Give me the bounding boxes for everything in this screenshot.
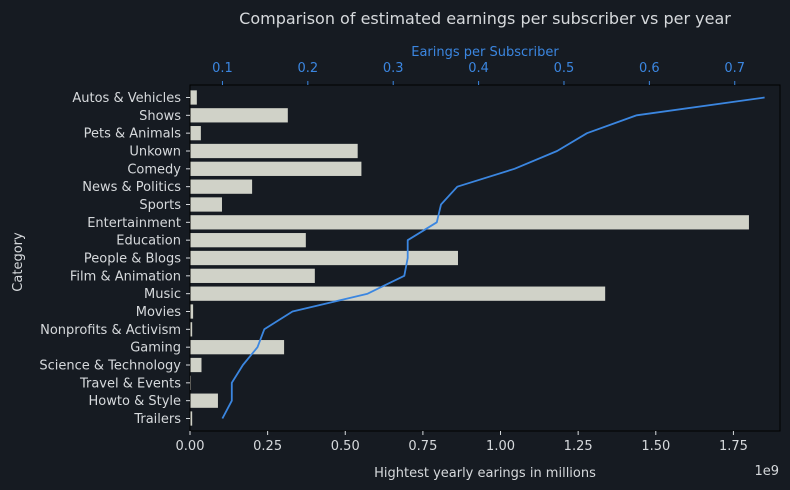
y-tick-label-13: Nonprofits & Activism <box>40 323 181 338</box>
bar-7 <box>190 215 749 230</box>
x-top-tick-label-2: 0.3 <box>383 61 404 76</box>
x-top-tick-label-0: 0.1 <box>212 61 233 76</box>
x-bottom-tick-label-3: 0.75 <box>408 439 437 454</box>
y-tick-label-2: Pets & Animals <box>84 127 182 142</box>
bar-3 <box>190 143 358 159</box>
chart-title: Comparison of estimated earnings per sub… <box>239 9 731 28</box>
x-bottom-tick-label-4: 1.00 <box>486 439 515 454</box>
x-top-tick-label-3: 0.4 <box>468 61 489 76</box>
bar-17 <box>190 393 218 408</box>
bar-0 <box>190 90 197 105</box>
bar-10 <box>190 268 315 283</box>
y-tick-label-1: Shows <box>139 109 181 124</box>
earnings-per-subscriber-line <box>221 96 765 419</box>
x-top-tick-label-4: 0.5 <box>554 61 575 76</box>
top-axis-label: Earings per Subscriber <box>411 45 559 60</box>
bar-6 <box>190 197 222 212</box>
x-bottom-tick-label-6: 1.50 <box>641 439 670 454</box>
bar-1 <box>190 108 288 123</box>
y-tick-label-4: Comedy <box>127 162 181 177</box>
bottom-axis-offset-text: 1e9 <box>754 464 779 479</box>
x-bottom-tick-label-5: 1.25 <box>564 439 593 454</box>
bar-15 <box>190 357 202 373</box>
y-tick-label-10: Film & Animation <box>70 269 181 284</box>
y-tick-label-17: Howto & Style <box>89 394 181 409</box>
bar-18 <box>190 411 193 426</box>
y-tick-label-7: Entertainment <box>87 216 181 231</box>
x-bottom-tick-label-1: 0.25 <box>253 439 282 454</box>
x-top-tick-label-1: 0.2 <box>297 61 318 76</box>
x-top-tick-label-5: 0.6 <box>639 61 660 76</box>
y-tick-label-16: Travel & Events <box>79 376 181 391</box>
bar-11 <box>190 286 606 301</box>
y-tick-label-0: Autos & Vehicles <box>72 91 181 106</box>
bar-4 <box>190 161 362 176</box>
x-bottom-tick-label-7: 1.75 <box>719 439 748 454</box>
x-bottom-tick-label-0: 0.00 <box>176 439 205 454</box>
bar-14 <box>190 340 285 355</box>
y-tick-label-15: Science & Technology <box>39 359 181 374</box>
bar-5 <box>190 179 253 194</box>
y-tick-label-14: Gaming <box>130 341 181 356</box>
y-tick-label-18: Trailers <box>133 412 181 427</box>
bar-13 <box>190 322 193 337</box>
y-tick-label-8: Education <box>116 234 181 249</box>
bottom-axis-label: Hightest yearly earings in millions <box>374 466 596 481</box>
y-tick-label-5: News & Politics <box>82 180 181 195</box>
y-tick-label-3: Unkown <box>129 144 181 159</box>
bar-8 <box>190 233 306 248</box>
x-top-tick-label-6: 0.7 <box>724 61 745 76</box>
y-tick-label-11: Music <box>144 287 181 302</box>
y-tick-label-12: Movies <box>136 305 181 320</box>
x-bottom-tick-label-2: 0.50 <box>331 439 360 454</box>
y-tick-label-9: People & Blogs <box>84 252 181 267</box>
bar-9 <box>190 250 458 266</box>
bar-12 <box>190 304 194 319</box>
y-tick-label-6: Sports <box>139 198 181 213</box>
bar-2 <box>190 126 201 141</box>
y-axis-label: Category <box>11 232 26 292</box>
